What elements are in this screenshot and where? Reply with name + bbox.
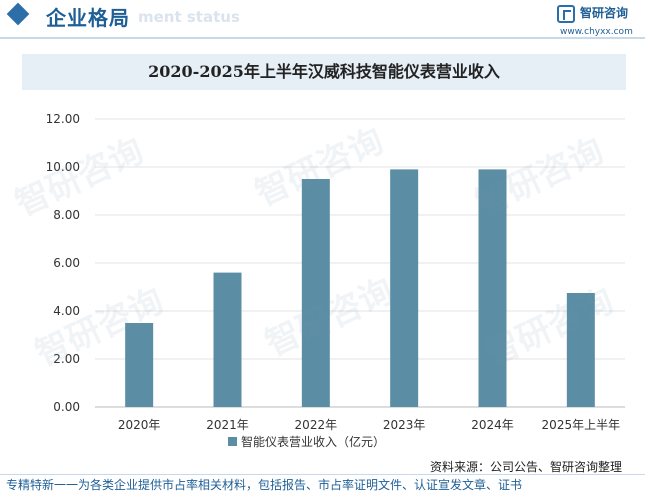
header: ment status 企业格局 智研咨询 www.chyxx.com <box>0 0 645 40</box>
y-tick-label: 4.00 <box>53 304 80 318</box>
bar <box>478 169 507 407</box>
source-note: 资料来源：公司公告、智研咨询整理 <box>430 460 623 474</box>
chyxx-logo-icon <box>557 5 575 23</box>
x-tick-label: 2022年 <box>295 418 338 432</box>
footer-divider <box>0 474 645 475</box>
y-tick-label: 0.00 <box>53 400 80 414</box>
y-tick-label: 6.00 <box>53 256 80 270</box>
bar <box>213 272 242 407</box>
brand-name: 智研咨询 <box>580 6 629 20</box>
ghost-subtitle: ment status <box>138 8 240 26</box>
x-tick-label: 2023年 <box>383 418 426 432</box>
brand-url: www.chyxx.com <box>560 27 633 37</box>
x-tick-label: 2025年上半年 <box>542 418 621 432</box>
bar <box>390 169 419 407</box>
chart-title-bar: 2020-2025年上半年汉威科技智能仪表营业收入 <box>22 54 626 90</box>
y-tick-label: 2.00 <box>53 352 80 366</box>
y-tick-label: 10.00 <box>46 160 80 174</box>
y-tick-label: 8.00 <box>53 208 80 222</box>
legend-swatch <box>228 437 237 446</box>
footer-slogan: 专精特新一一为各类企业提供市占率相关材料，包括报告、市占率证明文件、认证宣发文章… <box>6 478 523 492</box>
chart-title: 2020-2025年上半年汉威科技智能仪表营业收入 <box>148 62 500 81</box>
bar <box>125 323 154 407</box>
section-title: 企业格局 <box>46 6 130 30</box>
y-tick-label: 12.00 <box>46 112 80 126</box>
bar <box>566 293 595 407</box>
x-tick-label: 2024年 <box>471 418 514 432</box>
x-tick-label: 2021年 <box>206 418 249 432</box>
bar-chart: 0.00 2.00 4.00 6.00 8.00 10.00 12.00 2020年 2021年… <box>46 112 625 449</box>
legend-label: 智能仪表营业收入（亿元） <box>241 434 385 449</box>
x-tick-label: 2020年 <box>118 418 161 432</box>
bar <box>301 179 330 407</box>
header-divider <box>0 37 645 39</box>
